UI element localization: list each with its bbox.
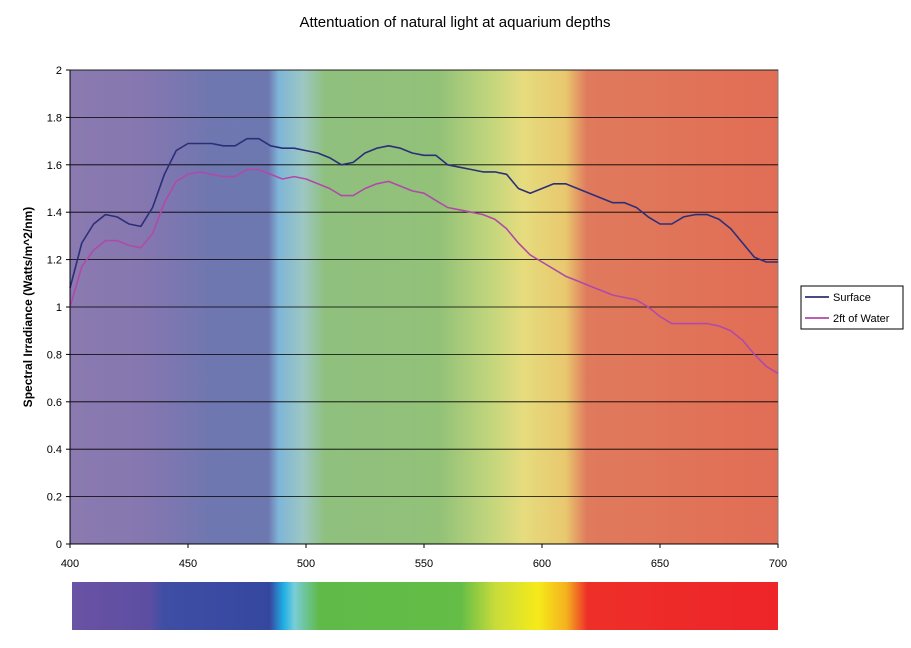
y-tick-label: 2 bbox=[56, 65, 62, 77]
y-tick-label: 1 bbox=[56, 302, 62, 314]
chart-title: Attentuation of natural light at aquariu… bbox=[299, 14, 610, 31]
y-tick-label: 1.6 bbox=[47, 160, 62, 172]
x-tick-label: 700 bbox=[769, 558, 787, 570]
series-lines bbox=[69, 137, 779, 375]
y-tick-label: 0.6 bbox=[47, 397, 62, 409]
spectrum-bar bbox=[72, 582, 778, 630]
y-axis-ticks: 0 0.2 0.4 0.6 0.8 1 1.2 1.4 1.6 1.8 2 bbox=[47, 65, 70, 551]
x-tick-label: 550 bbox=[415, 558, 433, 570]
legend-label: 2ft of Water bbox=[833, 313, 890, 325]
y-tick-label: 1.8 bbox=[47, 112, 62, 124]
y-tick-label: 1.2 bbox=[47, 255, 62, 267]
legend-label: Surface bbox=[833, 292, 871, 304]
y-tick-label: 0.2 bbox=[47, 492, 62, 504]
series-line-2 bbox=[69, 168, 779, 375]
y-axis-label: Spectral Irradiance (Watts/m^2/nm) bbox=[21, 207, 35, 408]
x-tick-label: 600 bbox=[533, 558, 551, 570]
legend: Surface 2ft of Water bbox=[800, 285, 904, 330]
y-tick-label: 1.4 bbox=[47, 207, 62, 219]
legend-box bbox=[800, 285, 904, 330]
y-tick-label: 0.4 bbox=[47, 444, 62, 456]
x-axis-ticks: 400 450 500 550 600 650 700 bbox=[61, 544, 787, 570]
series-line-1 bbox=[69, 137, 778, 289]
x-tick-label: 450 bbox=[179, 558, 197, 570]
y-tick-label: 0.8 bbox=[47, 349, 62, 361]
x-tick-label: 400 bbox=[61, 558, 79, 570]
x-tick-label: 650 bbox=[651, 558, 669, 570]
x-tick-label: 500 bbox=[297, 558, 315, 570]
y-tick-label: 0 bbox=[56, 539, 62, 551]
grid-lines bbox=[70, 69, 778, 498]
